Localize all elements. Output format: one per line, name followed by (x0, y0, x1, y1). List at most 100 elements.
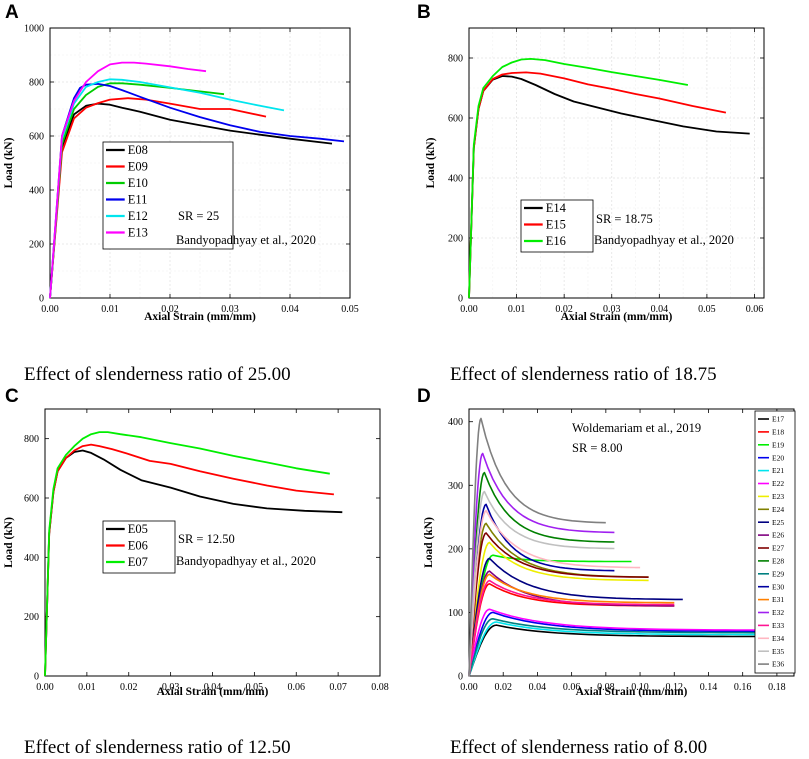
chart-annotation: Bandyopadhyay et al., 2020 (176, 233, 316, 247)
series-line-e36 (468, 417, 606, 677)
y-tick-label: 0 (458, 294, 463, 305)
series-line-e08 (49, 102, 333, 299)
series-line-e23 (468, 541, 649, 677)
x-tick-label: 0.05 (246, 682, 264, 693)
x-tick-label: 0.06 (746, 304, 764, 315)
series-line-e22 (468, 608, 769, 677)
y-tick-label: 200 (24, 612, 39, 623)
x-tick-label: 0.02 (161, 304, 179, 315)
y-tick-label: 600 (29, 132, 44, 143)
legend-label-e22: E22 (772, 479, 784, 488)
legend-label-e15: E15 (546, 218, 566, 232)
legend-label-e18: E18 (772, 428, 784, 437)
legend-label-e28: E28 (772, 557, 784, 566)
x-tick-label: 0.12 (666, 682, 684, 693)
caption-d: Effect of slenderness ratio of 8.00 (450, 737, 708, 758)
chart-annotation: SR = 12.50 (178, 532, 235, 546)
y-tick-label: 0 (34, 672, 39, 683)
y-tick-label: 400 (448, 417, 463, 428)
x-tick-label: 0.14 (700, 682, 718, 693)
x-tick-label: 0.02 (120, 682, 138, 693)
y-tick-label: 0 (39, 294, 44, 305)
x-tick-label: 0.01 (508, 304, 526, 315)
legend-label-e16: E16 (546, 234, 566, 248)
legend-label-e07: E07 (128, 555, 148, 569)
x-tick-label: 0.03 (603, 304, 621, 315)
series-line-e21 (468, 621, 760, 677)
x-tick-label: 0.06 (563, 682, 581, 693)
legend-label-e31: E31 (772, 595, 784, 604)
plot-frame (468, 27, 765, 299)
y-axis-label: Load (kN) (423, 517, 435, 568)
series-line-e13 (49, 61, 207, 299)
legend-label-e34: E34 (772, 634, 784, 643)
y-tick-label: 400 (29, 186, 44, 197)
chart-panel-a: 0.00 0.01 0.02 0.03 0.04 0.05 0 200 400 600 800 100… (3, 24, 359, 324)
legend-label-e08: E08 (128, 143, 148, 157)
legend-box (102, 141, 234, 250)
x-tick-label: 0.10 (631, 682, 649, 693)
series-line-e16 (468, 58, 689, 299)
legend-label-e30: E30 (772, 582, 784, 591)
series-line-e34 (468, 509, 641, 677)
x-tick-label: 0.00 (36, 682, 54, 693)
x-tick-label: 0.00 (460, 304, 478, 315)
y-tick-label: 800 (24, 434, 39, 445)
series-line-e19 (468, 554, 632, 677)
x-tick-label: 0.16 (734, 682, 752, 693)
y-axis-label: Load (kN) (3, 137, 15, 188)
legend-label-e25: E25 (772, 518, 784, 527)
x-tick-label: 0.05 (698, 304, 716, 315)
legend-label-e21: E21 (772, 466, 784, 475)
legend-label-e35: E35 (772, 647, 784, 656)
series-line-e33 (468, 579, 675, 677)
y-tick-label: 200 (448, 544, 463, 555)
legend-label-e13: E13 (128, 226, 148, 240)
y-tick-label: 200 (29, 240, 44, 251)
chart-panel-b: 0.00 0.01 0.02 0.03 0.04 0.05 0.06 0 200 400 600 80… (425, 27, 765, 323)
y-axis-label: Load (kN) (425, 137, 437, 188)
chart-annotation: Bandyopadhyay et al., 2020 (176, 554, 316, 568)
panel-letter-b: B (417, 2, 431, 23)
series-line-e17 (468, 624, 764, 677)
legend-label-e33: E33 (772, 621, 784, 630)
caption-c: Effect of slenderness ratio of 12.50 (24, 737, 291, 758)
legend-label-e10: E10 (128, 176, 148, 190)
caption-b: Effect of slenderness ratio of 18.75 (450, 364, 717, 385)
y-tick-label: 400 (448, 174, 463, 185)
y-tick-label: 400 (24, 553, 39, 564)
y-tick-label: 800 (448, 54, 463, 65)
series-line-e09 (49, 97, 267, 299)
legend-label-e20: E20 (772, 453, 784, 462)
y-tick-label: 1000 (24, 24, 44, 35)
panel-letter-a: A (5, 2, 19, 23)
series-line-e07 (44, 431, 330, 677)
x-tick-label: 0.00 (460, 682, 478, 693)
x-tick-label: 0.02 (494, 682, 512, 693)
legend-label-e32: E32 (772, 608, 784, 617)
legend-label-e05: E05 (128, 522, 148, 536)
legend-label-e06: E06 (128, 539, 148, 553)
x-tick-label: 0.04 (651, 304, 669, 315)
series-line-e32 (468, 452, 615, 677)
series-line-e35 (468, 490, 615, 677)
legend-label-e27: E27 (772, 544, 784, 553)
series-line-e29 (468, 618, 764, 677)
y-tick-label: 600 (24, 494, 39, 505)
legend-label-e12: E12 (128, 209, 148, 223)
chart-panel-c: 0.00 0.01 0.02 0.03 0.04 0.05 0.06 0.07 0.08 0 200… (3, 408, 389, 698)
caption-a: Effect of slenderness ratio of 25.00 (24, 364, 291, 385)
x-tick-label: 0.08 (371, 682, 389, 693)
x-tick-label: 0.04 (204, 682, 222, 693)
legend-label-e19: E19 (772, 440, 784, 449)
legend-box (754, 410, 796, 674)
plot-frame (49, 27, 351, 299)
series-line-e20 (468, 611, 764, 677)
legend-label-e24: E24 (772, 505, 784, 514)
legend-label-e11: E11 (128, 193, 148, 207)
x-tick-label: 0.05 (341, 304, 359, 315)
legend-label-e09: E09 (128, 160, 148, 174)
y-tick-label: 300 (448, 481, 463, 492)
x-tick-label: 0.02 (555, 304, 573, 315)
y-axis-label: Load (kN) (3, 517, 15, 568)
